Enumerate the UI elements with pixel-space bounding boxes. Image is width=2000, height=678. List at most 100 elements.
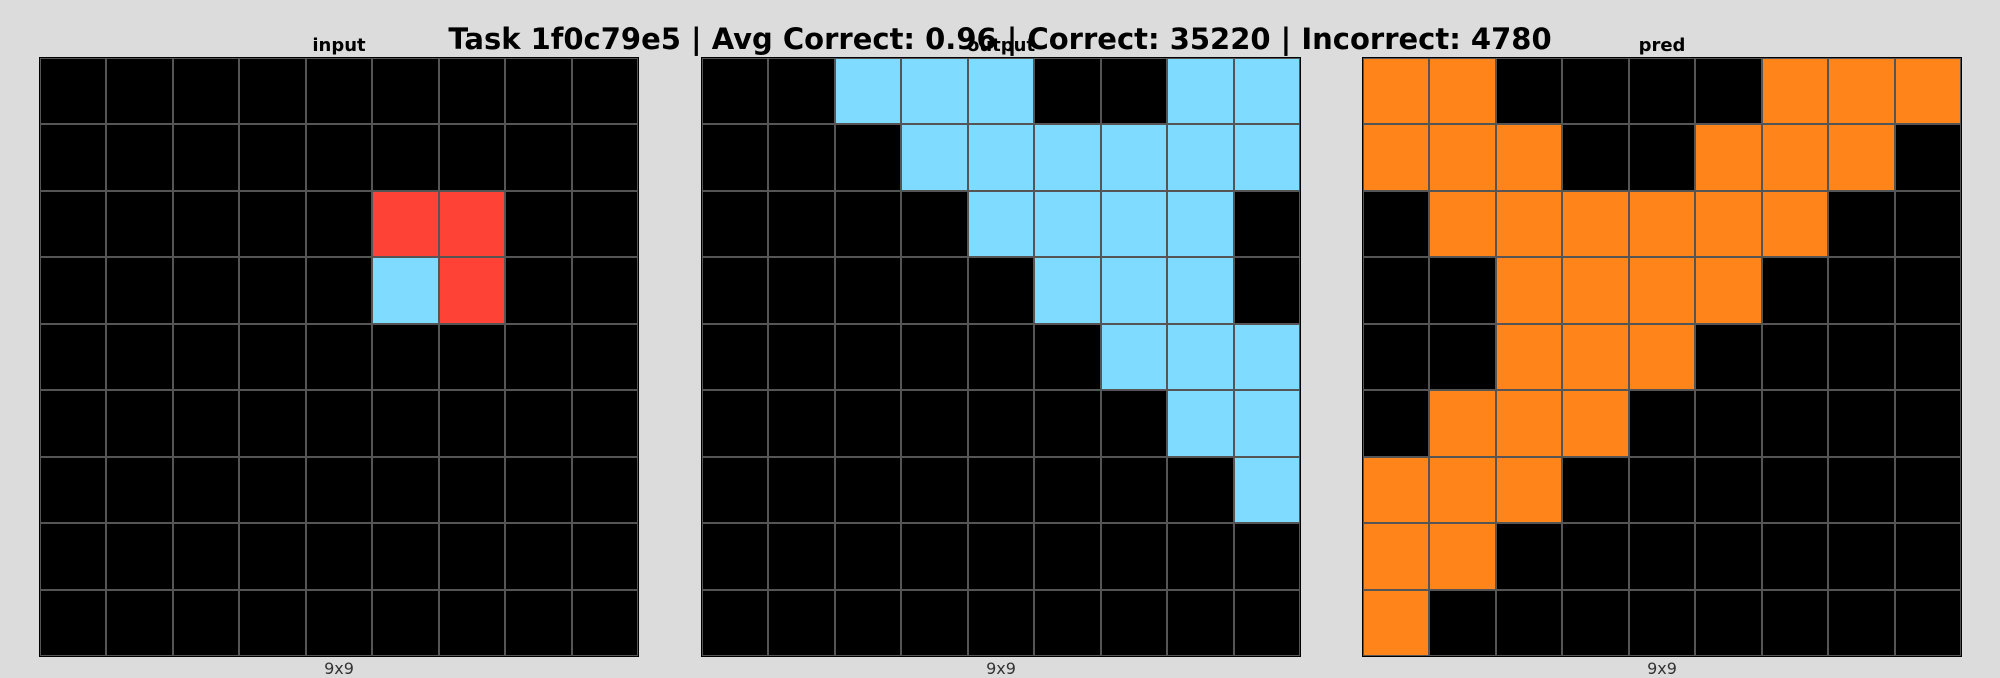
grid-cell xyxy=(1894,456,1961,524)
grid-cell xyxy=(106,456,173,524)
grid-cell xyxy=(1233,523,1300,590)
grid-cell xyxy=(505,390,572,457)
grid-cell xyxy=(505,456,572,524)
grid-cell xyxy=(372,456,439,524)
grid-cell xyxy=(901,523,968,590)
grid-cell xyxy=(438,257,506,324)
grid-cell xyxy=(1628,190,1696,258)
grid-cell xyxy=(40,456,107,524)
grid-cell xyxy=(1562,190,1629,258)
grid-cell xyxy=(1894,589,1961,656)
grid-cell xyxy=(172,323,240,391)
grid-cell xyxy=(1495,58,1563,125)
grid-cell xyxy=(40,257,107,324)
grid-cell xyxy=(1894,190,1961,258)
grid-cell xyxy=(1034,589,1101,656)
grid-cell xyxy=(106,257,173,324)
grid-cell xyxy=(239,523,306,590)
grid-cell xyxy=(901,190,968,258)
grid-cell xyxy=(1894,523,1961,590)
grid-cell xyxy=(1894,58,1961,125)
grid-cell xyxy=(305,124,373,191)
grid-cell xyxy=(1562,589,1629,656)
grid-cell xyxy=(1167,257,1234,324)
grid-cell xyxy=(1695,523,1762,590)
grid-cell xyxy=(1233,323,1300,391)
grid-cell xyxy=(239,456,306,524)
grid-cell xyxy=(1167,190,1234,258)
grid-cell xyxy=(1167,523,1234,590)
grid-cell xyxy=(505,124,572,191)
grid-cell xyxy=(967,523,1035,590)
grid-cell xyxy=(106,124,173,191)
grid-cell xyxy=(834,190,902,258)
grid-cell xyxy=(1233,58,1300,125)
grid-cell xyxy=(1167,390,1234,457)
grid-cell xyxy=(901,58,968,125)
grid-cell xyxy=(571,589,638,656)
grid-cell xyxy=(1429,58,1496,125)
input-grid xyxy=(39,57,639,657)
grid-cell xyxy=(305,589,373,656)
grid-cell xyxy=(372,190,439,258)
grid-cell xyxy=(702,257,769,324)
grid-cell xyxy=(239,323,306,391)
grid-cell xyxy=(1562,124,1629,191)
pred-panel-title: pred xyxy=(1638,35,1686,56)
grid-cell xyxy=(1167,58,1234,125)
grid-cell xyxy=(1429,190,1496,258)
grid-cell xyxy=(1628,523,1696,590)
grid-cell xyxy=(1894,124,1961,191)
grid-cell xyxy=(1429,257,1496,324)
grid-cell xyxy=(305,456,373,524)
grid-cell xyxy=(702,58,769,125)
grid-cell xyxy=(1363,323,1430,391)
grid-cell xyxy=(1034,190,1101,258)
grid-cell xyxy=(106,589,173,656)
grid-cell xyxy=(172,456,240,524)
grid-cell xyxy=(40,589,107,656)
grid-cell xyxy=(834,523,902,590)
grid-cell xyxy=(1828,124,1895,191)
grid-cell xyxy=(1429,390,1496,457)
grid-cell xyxy=(768,190,835,258)
grid-cell xyxy=(1100,390,1168,457)
grid-cell xyxy=(1167,589,1234,656)
grid-cell xyxy=(1100,456,1168,524)
grid-cell xyxy=(834,456,902,524)
grid-cell xyxy=(1495,523,1563,590)
grid-cell xyxy=(1233,390,1300,457)
grid-cell xyxy=(239,390,306,457)
grid-cell xyxy=(438,589,506,656)
grid-cell xyxy=(40,124,107,191)
grid-cell xyxy=(1100,257,1168,324)
grid-cell xyxy=(834,124,902,191)
grid-cell xyxy=(834,257,902,324)
grid-cell xyxy=(1761,523,1829,590)
grid-cell xyxy=(1233,190,1300,258)
grid-cell xyxy=(967,589,1035,656)
grid-cell xyxy=(1695,456,1762,524)
grid-cell xyxy=(571,323,638,391)
grid-cell xyxy=(768,124,835,191)
grid-cell xyxy=(1695,190,1762,258)
grid-cell xyxy=(1828,390,1895,457)
pred-panel: pred 9x9 xyxy=(1362,36,1962,678)
grid-cell xyxy=(239,58,306,125)
grid-cell xyxy=(40,390,107,457)
grid-cell xyxy=(1894,390,1961,457)
grid-cell xyxy=(1363,58,1430,125)
grid-cell xyxy=(1363,589,1430,656)
grid-cell xyxy=(1233,124,1300,191)
grid-cell xyxy=(768,58,835,125)
grid-cell xyxy=(571,390,638,457)
grid-cell xyxy=(1034,390,1101,457)
grid-cell xyxy=(1495,257,1563,324)
grid-cell xyxy=(834,390,902,457)
grid-cell xyxy=(1034,456,1101,524)
grid-cell xyxy=(768,323,835,391)
grid-cell xyxy=(1429,323,1496,391)
grid-cell xyxy=(571,58,638,125)
grid-cell xyxy=(1828,257,1895,324)
grid-cell xyxy=(1100,190,1168,258)
